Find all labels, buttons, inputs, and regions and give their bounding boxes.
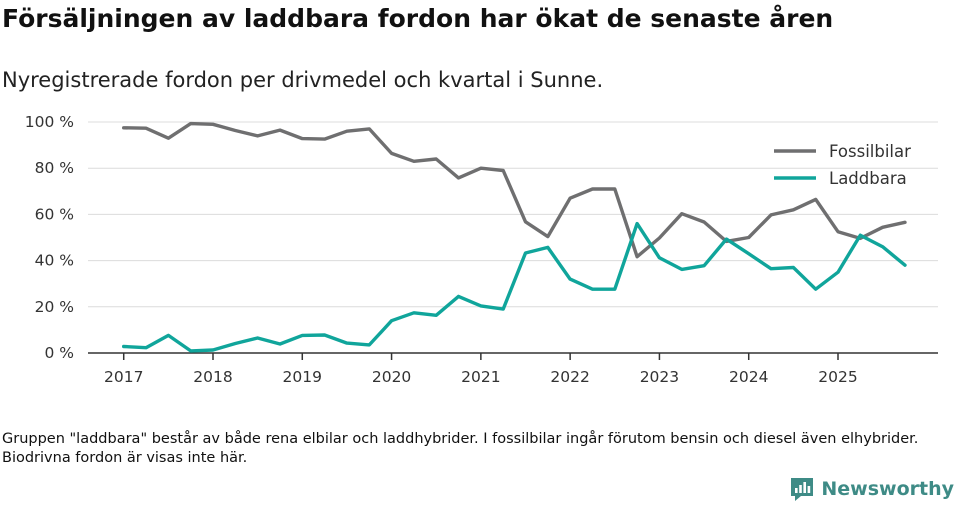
series-line-fossilbilar	[122, 121, 907, 259]
brand-name: Newsworthy	[821, 478, 954, 500]
x-tick-label: 2020	[372, 368, 411, 386]
series-lines	[122, 121, 907, 353]
legend-label-fossilbilar: Fossilbilar	[829, 142, 911, 161]
x-tick-label: 2019	[283, 368, 322, 386]
chart-title: Försäljningen av laddbara fordon har öka…	[2, 4, 834, 33]
legend-label-laddbara: Laddbara	[829, 169, 907, 188]
y-tick-label: 60 %	[35, 205, 74, 223]
y-axis-ticks: 0 % 20 % 40 % 60 % 80 % 100 %	[25, 113, 74, 362]
grid-lines	[88, 121, 938, 308]
newsworthy-logo-icon	[791, 478, 814, 501]
chart-subtitle: Nyregistrerade fordon per drivmedel och …	[2, 68, 604, 92]
x-axis-ticks: 2017 2018 2019 2020 2021 2022 2023 2024 2025	[104, 353, 858, 386]
y-tick-label: 20 %	[35, 298, 74, 316]
footnote: Gruppen "laddbara" består av både rena e…	[2, 431, 919, 466]
line-chart: 0 % 20 % 40 % 60 % 80 % 100 % 2017 2018 2019 202…	[25, 113, 938, 386]
y-tick-label: 80 %	[35, 159, 74, 177]
x-tick-label: 2021	[461, 368, 500, 386]
y-tick-label: 0 %	[44, 344, 74, 362]
x-tick-label: 2023	[640, 368, 679, 386]
x-tick-label: 2025	[818, 368, 857, 386]
series-line-laddbara	[122, 221, 907, 353]
newsworthy-logo[interactable]: Newsworthy	[789, 474, 954, 504]
x-tick-label: 2018	[193, 368, 232, 386]
y-tick-label: 100 %	[25, 113, 74, 131]
x-tick-label: 2024	[729, 368, 768, 386]
x-tick-label: 2017	[104, 368, 143, 386]
x-tick-label: 2022	[550, 368, 589, 386]
legend: Fossilbilar Laddbara	[774, 142, 911, 188]
y-tick-label: 40 %	[35, 252, 74, 270]
